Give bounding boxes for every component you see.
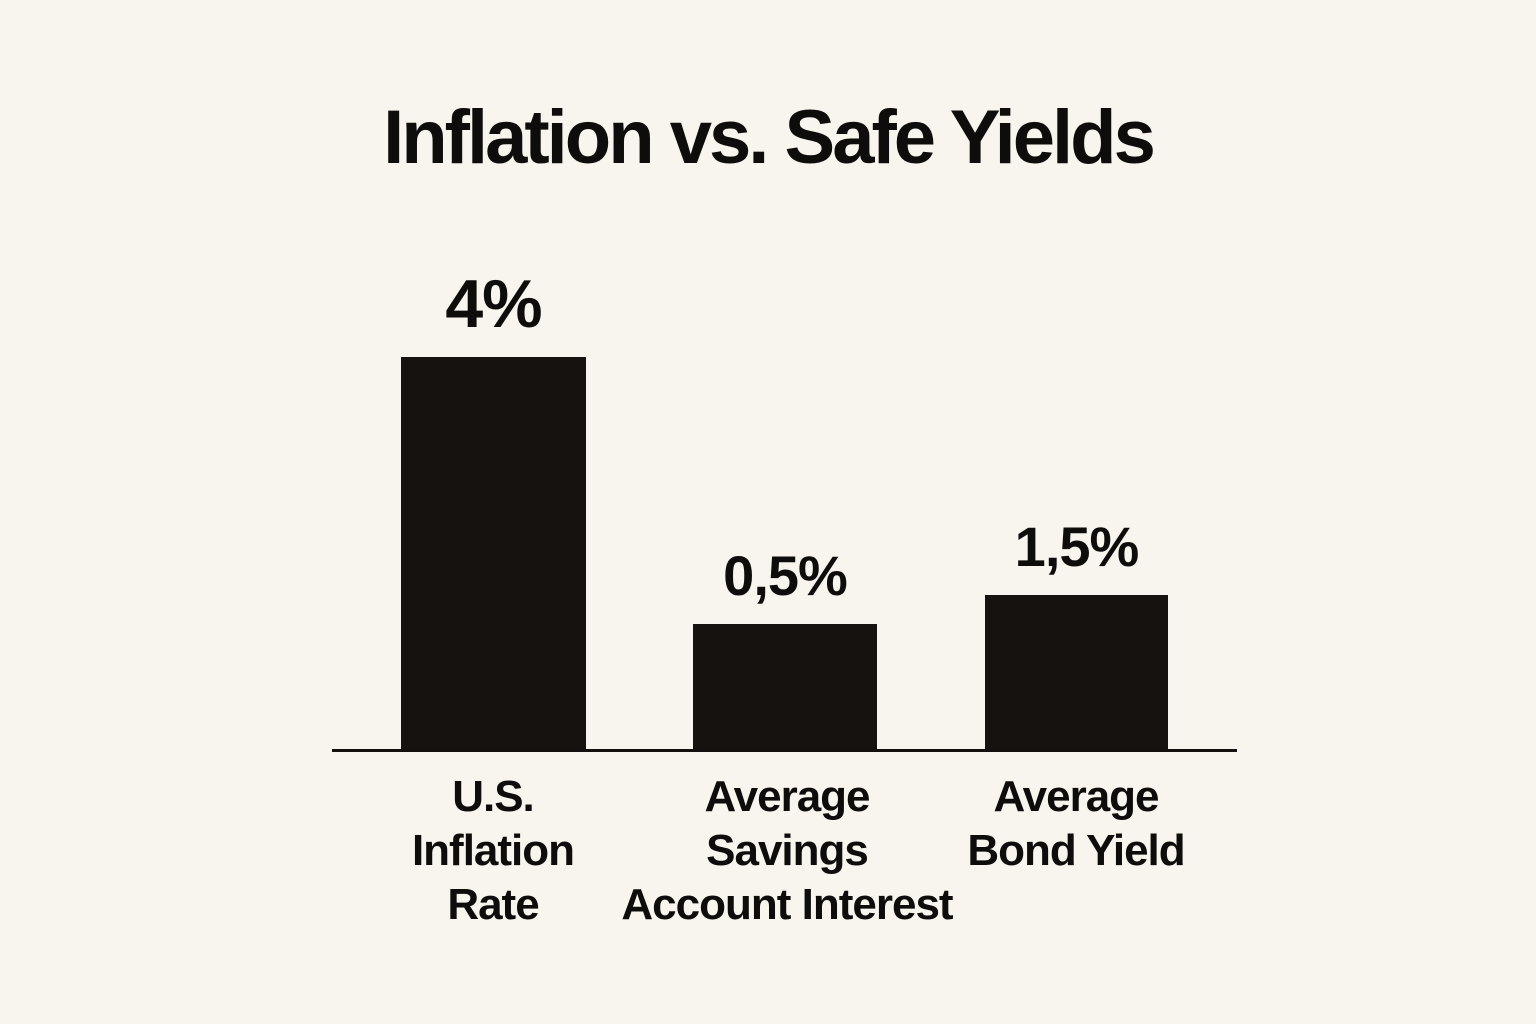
tick-label-line: U.S. <box>452 772 535 821</box>
tick-label-line: Bond Yield <box>967 826 1185 875</box>
chart-title: Inflation vs. Safe Yields <box>383 95 1156 180</box>
tick-label-line: Rate <box>447 880 539 929</box>
tick-label-line: Savings <box>706 826 869 875</box>
tick-label-line: Average <box>993 772 1159 821</box>
tick-label-line: Account Interest <box>621 880 953 929</box>
bar-rect <box>401 357 586 750</box>
bar-group-avg-savings-interest: 0,5% <box>693 543 877 750</box>
bar-group-us-inflation-rate: 4% <box>401 265 586 750</box>
x-axis-tick-label-avg-savings-interest: Average Savings Account Interest <box>607 770 967 932</box>
bar-value-label: 1,5% <box>1014 515 1140 578</box>
tick-label-line: Average <box>704 772 870 821</box>
x-axis-line <box>332 749 1237 752</box>
x-axis-tick-label-us-inflation-rate: U.S. Inflation Rate <box>313 770 673 932</box>
tick-label-line: Inflation <box>411 826 575 875</box>
bar-group-avg-bond-yield: 1,5% <box>985 514 1168 750</box>
bar-value-label: 4% <box>445 266 542 342</box>
bar-rect <box>693 624 877 750</box>
bar-value-label: 0,5% <box>723 544 848 607</box>
bar-rect <box>985 595 1168 750</box>
x-axis-tick-label-avg-bond-yield: Average Bond Yield <box>896 770 1256 878</box>
